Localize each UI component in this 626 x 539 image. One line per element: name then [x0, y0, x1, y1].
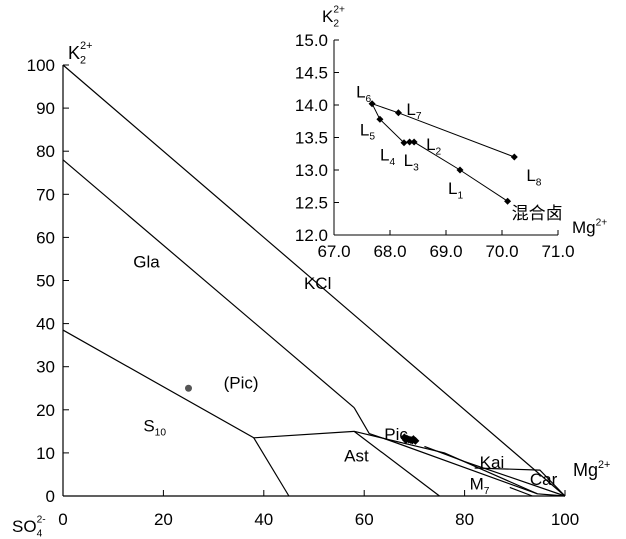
phase-boundary: [353, 430, 440, 497]
y-tick-label: 60: [36, 228, 55, 247]
inset-scatter-chart: 67.0 68.0 69.0 70.0 71.0 12.0 12.5 13.0 13.5 14.0…: [295, 5, 607, 261]
region-label: Car: [530, 470, 558, 489]
phase-boundary: [424, 445, 566, 497]
inset-point-label: L7: [406, 100, 421, 122]
y-tick-label: 20: [36, 401, 55, 420]
phase-boundary: [509, 486, 533, 497]
region-label: Ast: [344, 447, 369, 466]
inset-data-point: [456, 166, 464, 174]
inset-x-tick-label: 68.0: [373, 242, 406, 261]
inset-data-point: [510, 153, 518, 161]
x-tick-label: 0: [58, 510, 67, 529]
data-point: [408, 436, 417, 445]
inset-y-axis-title: K22+: [322, 5, 345, 30]
y-axis-title: K22+: [68, 40, 92, 66]
y-tick-label: 100: [27, 56, 55, 75]
x-tick-label: 60: [355, 510, 374, 529]
inset-x-tick-label: 70.0: [485, 242, 518, 261]
inset-data-point: [394, 109, 402, 117]
pic-point: [185, 384, 192, 392]
inset-x-axis-title: Mg2+: [572, 217, 607, 237]
inset-data-point: [376, 115, 384, 123]
inset-x-tick-label: 67.0: [317, 242, 350, 261]
region-label: M7: [470, 475, 490, 497]
inset-y-tick-label: 14.5: [295, 64, 328, 83]
phase-boundary: [474, 467, 566, 497]
y-tick-label: 40: [36, 315, 55, 334]
main-phase-diagram: 0 20 40 60 80 100 0 10 20 30 40 50 60 70 80 90 100 Gla KCl…: [12, 40, 610, 539]
inset-data-point: [368, 100, 376, 108]
phase-boundary: [253, 437, 290, 497]
inset-y-tick-label: 13.0: [295, 161, 328, 180]
inset-x-tick-label: 71.0: [541, 242, 574, 261]
origin-label: SO42-: [12, 515, 46, 539]
y-tick-label: 70: [36, 185, 55, 204]
inset-data-point: [400, 139, 408, 147]
inset-x-tick-label: 69.0: [429, 242, 462, 261]
y-tick-label: 30: [36, 358, 55, 377]
inset-point-label: L2: [426, 135, 441, 157]
inset-point-label: L6: [356, 83, 371, 105]
inset-point-label: 混合卤: [512, 204, 563, 223]
region-label: Kai: [480, 453, 505, 472]
y-tick-label: 0: [46, 487, 55, 506]
inset-y-tick-label: 12.0: [295, 226, 328, 245]
inset-point-label: L4: [380, 146, 395, 168]
phase-boundary: [62, 64, 566, 497]
y-tick-label: 80: [36, 142, 55, 161]
x-tick-label: 80: [455, 510, 474, 529]
region-label: KCl: [304, 274, 331, 293]
inset-point-label: L8: [526, 166, 541, 188]
inset-y-tick-label: 15.0: [295, 31, 328, 50]
y-tick-label: 10: [36, 444, 55, 463]
phase-boundary: [62, 159, 355, 409]
x-axis-title: Mg2+: [573, 459, 610, 480]
region-label: Gla: [133, 253, 160, 272]
x-tick-label: 20: [154, 510, 173, 529]
x-tick-label: 100: [551, 510, 579, 529]
inset-point-label: L1: [448, 179, 463, 201]
region-label: S10: [143, 416, 166, 438]
inset-point-label: L5: [360, 120, 375, 142]
y-tick-label: 90: [36, 99, 55, 118]
inset-point-label: L3: [404, 151, 419, 173]
data-point: [401, 435, 410, 444]
inset-series-line: [371, 103, 515, 158]
inset-data-point: [410, 138, 418, 146]
inset-y-tick-label: 14.0: [295, 96, 328, 115]
phase-boundary: [62, 329, 566, 497]
inset-y-tick-label: 12.5: [295, 194, 328, 213]
phase-boundary: [353, 407, 538, 495]
inset-data-point: [504, 197, 512, 205]
region-label: (Pic): [224, 373, 259, 392]
inset-y-tick-label: 13.5: [295, 129, 328, 148]
y-tick-label: 50: [36, 272, 55, 291]
x-tick-label: 40: [254, 510, 273, 529]
inset-data-point: [406, 138, 414, 146]
